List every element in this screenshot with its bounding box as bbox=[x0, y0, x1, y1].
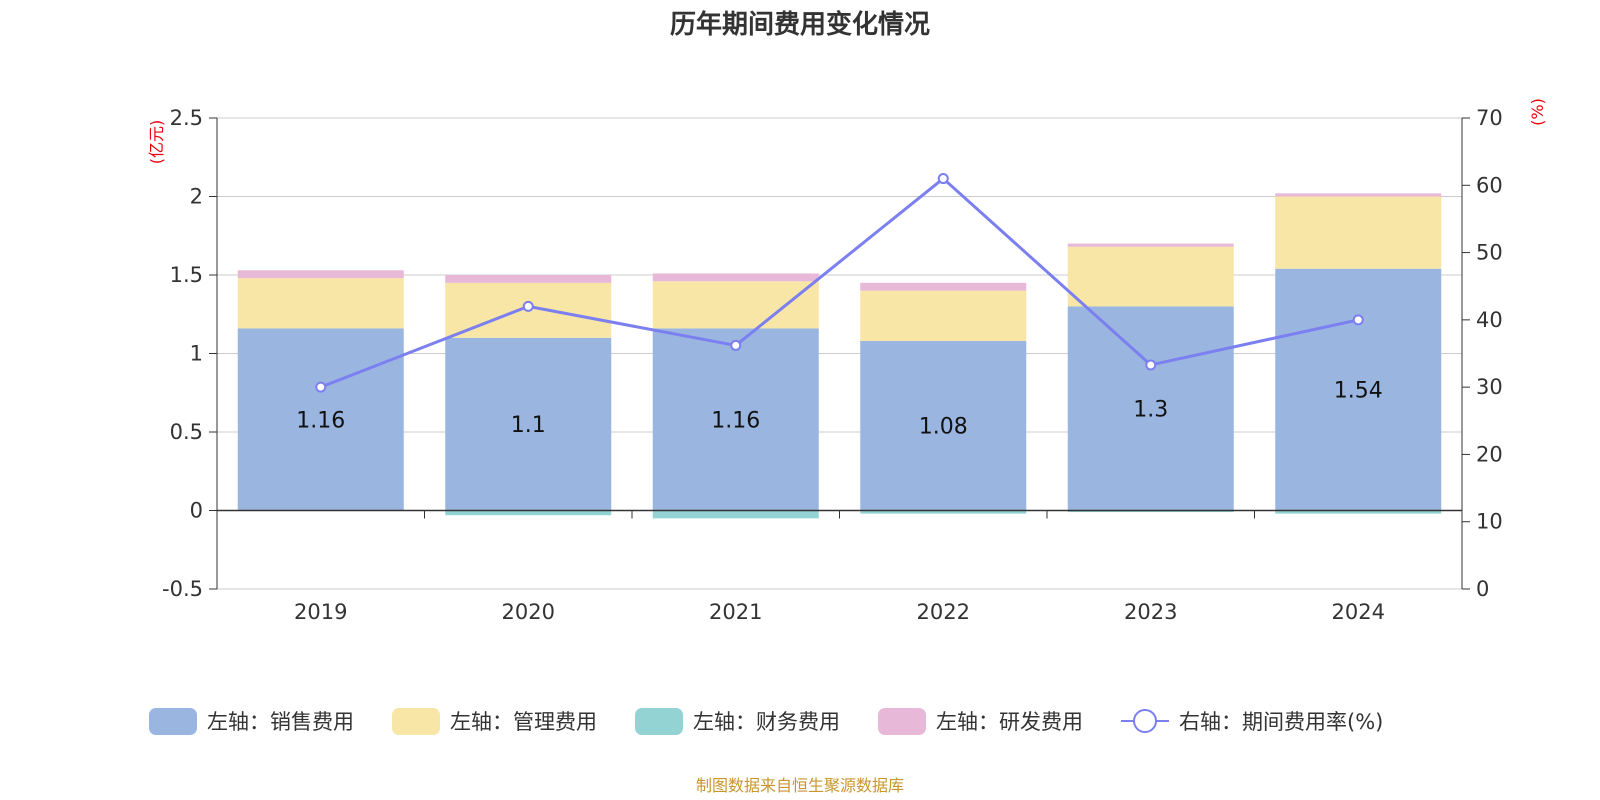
bar-segment-s1-2024 bbox=[1275, 196, 1442, 269]
legend-swatch bbox=[149, 708, 197, 735]
labels-layer: 1.16 1.1 1.16 1.08 1.3 1.54 bbox=[296, 379, 1382, 440]
line-point-2021 bbox=[730, 339, 742, 351]
left-tick-label: 2.5 bbox=[170, 106, 203, 130]
bar-segment-s3-2024 bbox=[1275, 193, 1442, 197]
line-point-2024 bbox=[1352, 314, 1364, 326]
legend-label: 右轴：期间费用率(%) bbox=[1179, 710, 1383, 734]
source-note: 制图数据来自恒生聚源数据库 bbox=[696, 776, 904, 795]
legend-swatch bbox=[635, 708, 683, 735]
right-axis-unit: (%) bbox=[1528, 98, 1547, 126]
left-tick-label: -0.5 bbox=[162, 577, 203, 601]
line-point-2020 bbox=[522, 300, 534, 312]
line-point-2019 bbox=[315, 381, 327, 393]
bar-segment-s0-2020 bbox=[445, 337, 612, 511]
x-tick-label: 2022 bbox=[917, 600, 970, 624]
right-tick-label: 20 bbox=[1476, 442, 1503, 466]
bar-segment-s0-2024 bbox=[1275, 268, 1442, 511]
legend-swatch bbox=[392, 708, 440, 735]
right-tick-label: 50 bbox=[1476, 241, 1503, 265]
data-label-2019: 1.16 bbox=[296, 408, 345, 433]
line-point-2023 bbox=[1145, 359, 1157, 371]
bar-segment-s0-2023 bbox=[1067, 306, 1234, 511]
line-point-2022 bbox=[937, 173, 949, 185]
bar-segment-s3-2020 bbox=[445, 275, 612, 283]
bar-segment-s3-2019 bbox=[237, 270, 404, 279]
bar-segment-s1-2019 bbox=[237, 278, 404, 329]
bar-segment-s0-2021 bbox=[652, 328, 819, 511]
data-label-2022: 1.08 bbox=[919, 415, 968, 440]
bar-segment-s2-2024 bbox=[1275, 510, 1442, 514]
bar-segment-s0-2019 bbox=[237, 328, 404, 511]
chart-title: 历年期间费用变化情况 bbox=[670, 9, 930, 40]
x-tick-label: 2021 bbox=[709, 600, 762, 624]
bar-segment-s1-2023 bbox=[1067, 246, 1234, 307]
legend-label: 左轴：管理费用 bbox=[450, 710, 597, 734]
right-tick-label: 60 bbox=[1476, 173, 1503, 197]
axes-layer: -0.5 0 0.5 1 1.5 2 2.5 0 10 20 30 40 50 60 70 2019 2020 2… bbox=[147, 98, 1547, 624]
line-series-path bbox=[320, 177, 1359, 389]
data-label-2020: 1.1 bbox=[511, 413, 546, 438]
right-tick-label: 40 bbox=[1476, 308, 1503, 332]
legend: 左轴：销售费用 左轴：管理费用 左轴：财务费用 左轴：研发费用 右轴：期间费用率(%) bbox=[149, 708, 1383, 735]
x-tick-label: 2023 bbox=[1124, 600, 1177, 624]
legend-marker bbox=[1133, 709, 1157, 733]
bar-segment-s0-2022 bbox=[860, 340, 1027, 511]
bar-segment-s3-2022 bbox=[860, 282, 1027, 291]
right-tick-label: 70 bbox=[1476, 106, 1503, 130]
legend-label: 左轴：财务费用 bbox=[693, 710, 840, 734]
right-tick-label: 0 bbox=[1476, 577, 1489, 601]
x-tick-label: 2024 bbox=[1332, 600, 1385, 624]
data-label-2023: 1.3 bbox=[1133, 397, 1168, 422]
right-tick-label: 30 bbox=[1476, 375, 1503, 399]
left-tick-label: 2 bbox=[190, 185, 203, 209]
legend-swatch bbox=[878, 708, 926, 735]
legend-label: 左轴：销售费用 bbox=[207, 710, 354, 734]
left-tick-label: 0 bbox=[190, 499, 203, 523]
left-tick-label: 1 bbox=[190, 342, 203, 366]
left-tick-label: 1.5 bbox=[170, 263, 203, 287]
bar-segment-s2-2021 bbox=[652, 510, 819, 519]
left-tick-label: 0.5 bbox=[170, 420, 203, 444]
bar-segment-s1-2022 bbox=[860, 290, 1027, 341]
bar-segment-s1-2021 bbox=[652, 281, 819, 329]
bar-segment-s2-2023 bbox=[1067, 510, 1234, 513]
data-label-2021: 1.16 bbox=[711, 408, 760, 433]
legend-label: 左轴：研发费用 bbox=[936, 710, 1083, 734]
bar-segment-s3-2023 bbox=[1067, 243, 1234, 247]
bar-segment-s2-2020 bbox=[445, 510, 612, 516]
data-label-2024: 1.54 bbox=[1334, 379, 1383, 404]
bars-layer bbox=[237, 193, 1442, 519]
x-tick-label: 2020 bbox=[502, 600, 555, 624]
x-tick-label: 2019 bbox=[294, 600, 347, 624]
line-layer bbox=[315, 173, 1364, 393]
bar-segment-s2-2022 bbox=[860, 510, 1027, 514]
bar-segment-s3-2021 bbox=[652, 273, 819, 282]
grid-layer bbox=[217, 117, 1462, 590]
right-tick-label: 10 bbox=[1476, 510, 1503, 534]
left-axis-unit: (亿元) bbox=[147, 120, 166, 165]
